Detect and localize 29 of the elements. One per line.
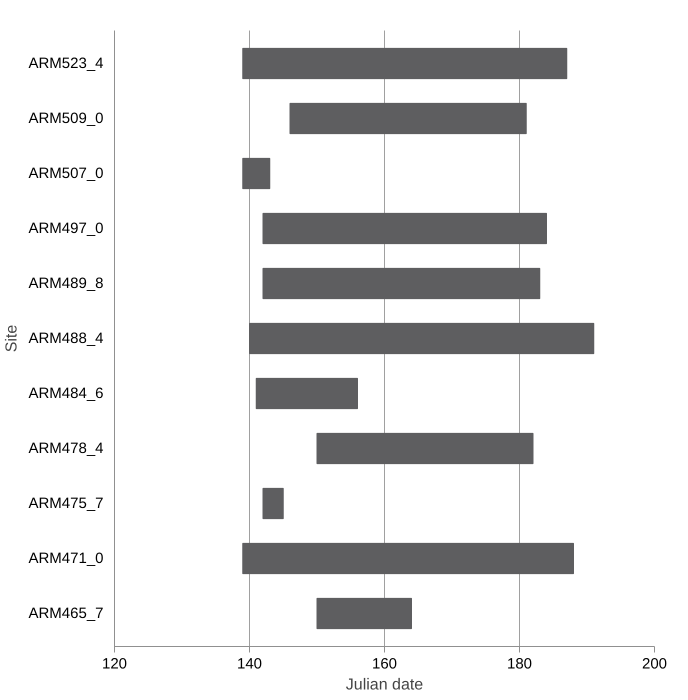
y-tick-label: ARM465_7 — [28, 605, 104, 622]
y-tick-label: ARM475_7 — [28, 495, 104, 512]
y-axis-title: Site — [3, 324, 20, 352]
x-tick-label: 160 — [372, 656, 398, 672]
bar — [249, 322, 594, 354]
bar — [316, 598, 412, 630]
y-tick-label: ARM471_0 — [28, 550, 104, 567]
y-tick-label: ARM509_0 — [28, 110, 104, 127]
y-tick-label: ARM478_4 — [28, 440, 104, 457]
bar — [242, 542, 574, 574]
bar — [262, 212, 547, 244]
bar — [290, 102, 527, 134]
y-tick-label: ARM484_6 — [28, 385, 104, 402]
x-tick-label: 140 — [236, 656, 262, 672]
y-tick-label: ARM507_0 — [28, 165, 104, 182]
y-tick-label: ARM523_4 — [28, 55, 104, 72]
x-tick-label: 200 — [642, 656, 668, 672]
x-tick-label: 120 — [102, 656, 128, 672]
y-tick-label: ARM497_0 — [28, 220, 104, 237]
bar — [242, 48, 568, 80]
x-tick-label: 180 — [506, 656, 532, 672]
bar — [262, 488, 284, 520]
y-tick-label: ARM488_4 — [28, 330, 104, 347]
x-axis-title: Julian date — [346, 676, 424, 694]
bar — [316, 432, 534, 464]
y-tick-label: ARM489_8 — [28, 275, 104, 292]
bar — [262, 268, 540, 300]
bar — [256, 378, 358, 410]
bar — [242, 158, 270, 190]
